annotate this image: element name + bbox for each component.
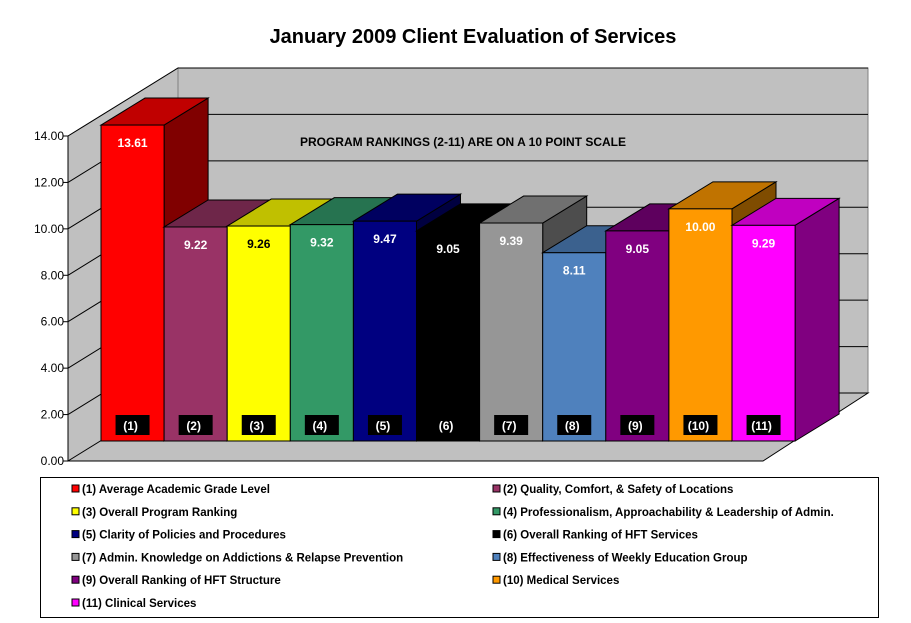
y-tick-label: 6.00 [41, 315, 65, 329]
y-tick-label: 4.00 [41, 361, 65, 375]
legend-swatch [492, 507, 501, 516]
value-label: 9.39 [499, 234, 523, 248]
y-tick-label: 14.00 [34, 129, 64, 143]
legend-label: (6) Overall Ranking of HFT Services [503, 530, 698, 542]
legend-item-5: (5) Clarity of Policies and Procedures [71, 530, 286, 542]
y-tick-label: 0.00 [41, 454, 65, 468]
category-label: (7) [502, 419, 517, 433]
legend-item-9: (9) Overall Ranking of HFT Structure [71, 575, 281, 587]
category-label: (4) [313, 419, 328, 433]
bar-front [605, 230, 670, 442]
legend-swatch [71, 598, 80, 607]
category-label: (3) [249, 419, 264, 433]
legend-label: (4) Professionalism, Approachability & L… [503, 507, 834, 519]
legend-item-3: (3) Overall Program Ranking [71, 507, 237, 519]
value-label: 9.26 [247, 237, 271, 251]
legend-item-11: (11) Clinical Services [71, 598, 196, 610]
gridline [67, 67, 868, 137]
legend-swatch [71, 507, 80, 516]
category-label-box [620, 415, 655, 435]
bar-front [668, 208, 733, 442]
value-label: 9.32 [310, 236, 334, 250]
value-label: 9.05 [626, 242, 650, 256]
category-label-box [115, 415, 150, 435]
value-label: 9.47 [373, 232, 397, 246]
legend-label: (11) Clinical Services [82, 598, 196, 610]
legend-item-4: (4) Professionalism, Approachability & L… [492, 507, 834, 519]
value-label: 8.11 [563, 264, 586, 278]
category-label: (9) [628, 419, 643, 433]
legend-item-6: (6) Overall Ranking of HFT Services [492, 530, 698, 542]
bar-front [163, 226, 228, 442]
y-tick-label: 10.00 [34, 222, 64, 236]
category-label-box [178, 415, 213, 435]
legend-swatch [492, 484, 501, 493]
category-label: (6) [439, 419, 454, 433]
category-label-box [304, 415, 339, 435]
legend-item-2: (2) Quality, Comfort, & Safety of Locati… [492, 484, 733, 496]
bar-front [289, 224, 354, 442]
bar-front [479, 222, 544, 442]
y-tick-label: 8.00 [41, 268, 65, 282]
legend-swatch [71, 530, 80, 539]
category-label: (11) [751, 419, 772, 433]
bar-front [100, 124, 165, 442]
bar-11: 9.29 (11) [730, 197, 841, 442]
bar-front [416, 230, 481, 442]
legend-label: (9) Overall Ranking of HFT Structure [82, 575, 281, 587]
legend-label: (10) Medical Services [503, 575, 619, 587]
category-label-box [241, 415, 276, 435]
category-label-box [683, 415, 718, 435]
legend-swatch [71, 575, 80, 584]
value-label: 9.05 [436, 242, 460, 256]
value-label: 10.00 [685, 220, 715, 234]
legend-item-10: (10) Medical Services [492, 575, 619, 587]
bar-front [226, 225, 291, 442]
legend-swatch [492, 575, 501, 584]
legend-label: (1) Average Academic Grade Level [82, 484, 270, 496]
legend-swatch [71, 484, 80, 493]
legend-item-7: (7) Admin. Knowledge on Addictions & Rel… [71, 552, 403, 564]
category-label: (8) [565, 419, 580, 433]
legend-label: (3) Overall Program Ranking [82, 507, 237, 519]
value-label: 13.61 [118, 136, 148, 150]
legend-item-8: (8) Effectiveness of Weekly Education Gr… [492, 552, 748, 564]
y-tick-label: 2.00 [41, 408, 65, 422]
legend-label: (2) Quality, Comfort, & Safety of Locati… [503, 484, 733, 496]
bar-front [731, 224, 796, 442]
category-label-box [746, 415, 781, 435]
chart-annotation: PROGRAM RANKINGS (2-11) ARE ON A 10 POIN… [300, 135, 626, 149]
category-label: (5) [376, 419, 391, 433]
chart-title: January 2009 Client Evaluation of Servic… [270, 26, 677, 48]
legend-box [40, 477, 879, 618]
legend-label: (8) Effectiveness of Weekly Education Gr… [503, 552, 748, 564]
bar-side [794, 197, 840, 442]
category-label: (10) [688, 419, 709, 433]
category-label: (2) [186, 419, 201, 433]
legend-label: (7) Admin. Knowledge on Addictions & Rel… [82, 552, 403, 564]
value-label: 9.29 [752, 236, 776, 250]
legend-swatch [492, 552, 501, 561]
legend-label: (5) Clarity of Policies and Procedures [82, 530, 286, 542]
legend-item-1: (1) Average Academic Grade Level [71, 484, 270, 496]
bar-front [352, 220, 417, 442]
category-label-box [557, 415, 592, 435]
category-label: (1) [123, 419, 138, 433]
category-label-box [367, 415, 402, 435]
category-label-box [431, 415, 466, 435]
legend-swatch [71, 552, 80, 561]
category-label-box [494, 415, 529, 435]
y-tick-label: 12.00 [34, 175, 64, 189]
legend-swatch [492, 530, 501, 539]
bar-front [542, 252, 607, 442]
value-label: 9.22 [184, 238, 208, 252]
